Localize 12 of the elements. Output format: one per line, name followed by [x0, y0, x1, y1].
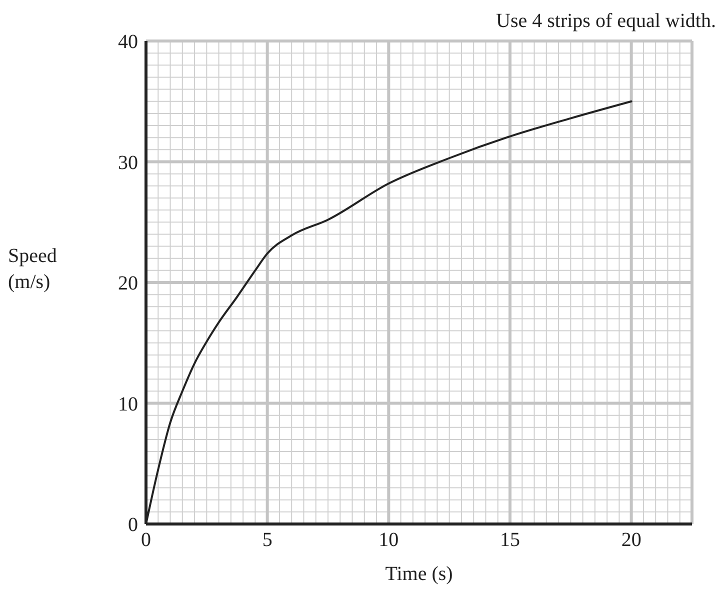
y-tick-label: 0: [128, 514, 138, 536]
x-tick-label: 15: [500, 529, 520, 552]
y-tick-label: 30: [118, 152, 138, 174]
text: Use 4 strips of equal width.: [496, 10, 716, 33]
y-tick-label: 10: [118, 393, 138, 416]
y-tick-label: 40: [118, 31, 138, 54]
x-tick-label: 20: [621, 529, 642, 552]
x-tick-label: 10: [378, 529, 399, 552]
x-tick-label: 5: [262, 529, 272, 552]
y-axis-title: Speed (m/s): [8, 244, 58, 295]
y-tick-label: 20: [118, 272, 138, 295]
x-axis-title: Time (s): [385, 563, 453, 585]
